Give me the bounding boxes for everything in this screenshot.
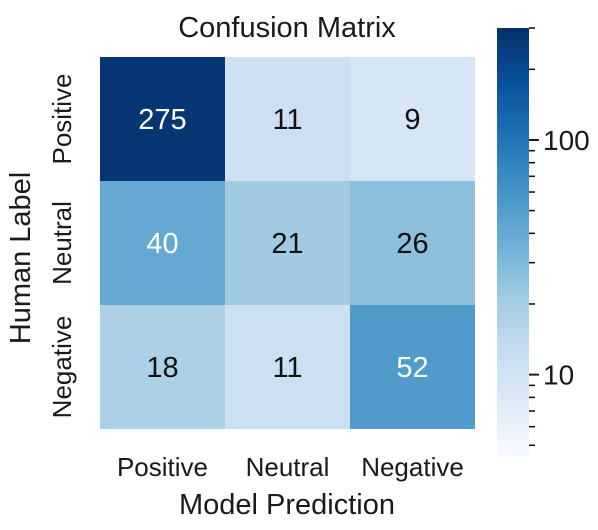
y-axis-label: Human Label [5, 172, 37, 345]
heatmap-cell-r1-c0 [100, 181, 225, 305]
x-tick-label-positive: Positive [117, 452, 208, 482]
x-axis-tick-labels: Positive Neutral Negative [117, 452, 464, 482]
y-tick-label-neutral: Neutral [47, 201, 77, 285]
heatmap-cell-r2-c2 [350, 305, 475, 429]
cell-value-r0-c1: 11 [272, 104, 302, 136]
cell-value-r2-c2: 52 [396, 352, 428, 384]
x-axis-label: Model Prediction [179, 489, 395, 521]
heatmap-cells [100, 57, 475, 429]
heatmap-cell-r1-c1 [225, 181, 350, 305]
heatmap-cell-r1-c2 [350, 181, 475, 305]
colorbar-ticks: 10 100 [529, 27, 590, 447]
colorbar-tick-label-100: 100 [543, 125, 590, 156]
heatmap-cell-r0-c2 [350, 57, 475, 181]
heatmap-cell-r2-c1 [225, 305, 350, 429]
heatmap-cell-r0-c1 [225, 57, 350, 181]
cell-value-r1-c1: 21 [271, 228, 303, 260]
x-tick-label-negative: Negative [361, 452, 464, 482]
y-tick-label-positive: Positive [47, 73, 77, 164]
heatmap-cell-labels: 275 11 9 40 21 26 18 11 52 [138, 104, 428, 384]
heatmap-cell-r2-c0 [100, 305, 225, 429]
chart-title: Confusion Matrix [178, 12, 396, 44]
cell-value-r2-c0: 18 [146, 352, 178, 384]
y-axis-tick-labels: Positive Neutral Negative [47, 73, 77, 418]
y-tick-label-negative: Negative [47, 316, 77, 419]
colorbar-tick-label-10: 10 [543, 360, 574, 391]
cell-value-r2-c1: 11 [272, 352, 302, 384]
x-tick-label-neutral: Neutral [246, 452, 330, 482]
cell-value-r0-c0: 275 [138, 104, 186, 136]
cell-value-r0-c2: 9 [404, 104, 420, 136]
cell-value-r1-c2: 26 [396, 228, 428, 260]
cell-value-r1-c0: 40 [146, 228, 178, 260]
colorbar [497, 28, 529, 456]
heatmap-cell-r0-c0 [100, 57, 225, 181]
